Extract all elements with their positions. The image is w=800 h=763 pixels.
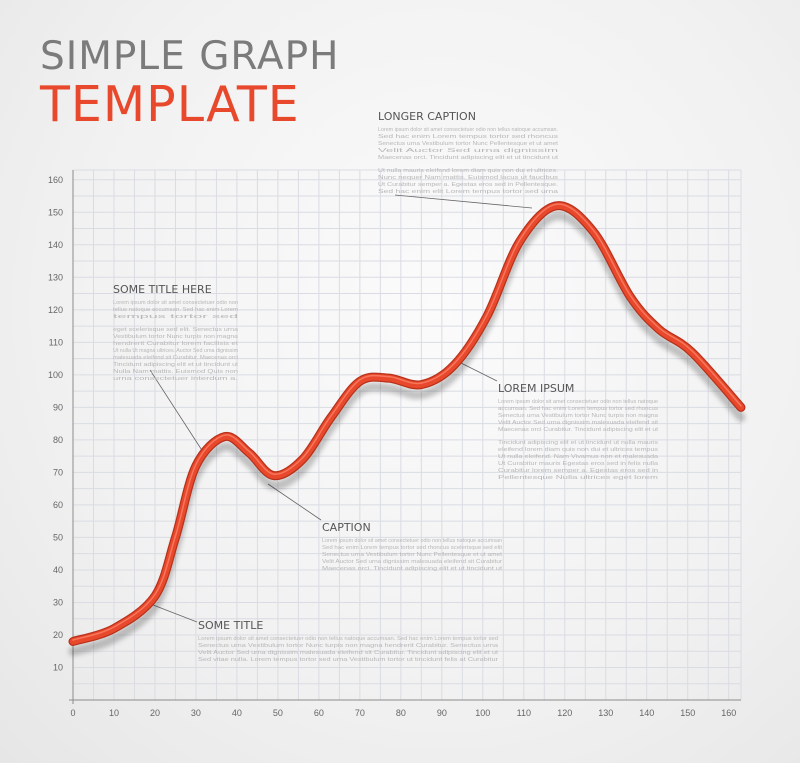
x-tick-label: 30 <box>191 708 201 718</box>
annotation-title: SOME TITLE HERE <box>113 283 212 296</box>
tick-labels: 0 10 20 30 40 50 60 70 80 90 100 110 120 130 140 150 160… <box>48 175 736 718</box>
y-tick-label: 30 <box>53 597 63 607</box>
annotation-text-line: Lorem ipsum dolor sit amet consectetuer … <box>378 127 558 133</box>
annotation-text-line: Lorem ipsum dolor sit amet consectetuer … <box>498 399 658 405</box>
y-tick-label: 110 <box>49 337 63 347</box>
annotation-title: SOME TITLE <box>198 619 263 632</box>
annotation-text-line: Velit Auctor Sed urna dignissim <box>378 148 559 154</box>
x-tick-label: 110 <box>517 708 531 718</box>
x-tick-label: 0 <box>70 708 75 718</box>
annotation-text-line: Tincidunt adipiscing elit et ut tincidun… <box>113 362 239 368</box>
annotation-title: LOREM IPSUM <box>498 382 574 395</box>
leader-line <box>394 194 533 209</box>
y-tick-label: 60 <box>53 500 63 510</box>
y-tick-label: 20 <box>53 630 63 640</box>
annotation-4: CAPTION Lorem ipsum dolor sit amet consec… <box>322 521 503 572</box>
annotation-text-line: Lorem ipsum dolor sit amet consectetuer … <box>322 538 502 544</box>
annotation-text-line: Senectus urna Vestibulum tortor Nunc Pel… <box>378 141 559 147</box>
annotation-text-line: Vestibulum tortor Nunc turpis non magna <box>113 334 239 340</box>
data-line <box>68 201 746 656</box>
chart-title-line-1: SIMPLE GRAPH <box>40 34 340 79</box>
annotation-text-line: Sed hac enim elit Lorem tempus tortor se… <box>378 189 559 195</box>
annotations: LONGER CAPTION Lorem ipsum dolor sit amet… <box>113 110 659 663</box>
x-tick-label: 50 <box>273 708 283 718</box>
x-tick-label: 130 <box>598 708 613 718</box>
x-tick-label: 10 <box>109 708 119 718</box>
annotation-text-line: Ut nulla mauris eleifend lorem diam quis… <box>378 168 559 174</box>
x-tick-label: 70 <box>355 708 365 718</box>
annotation-text-line: eget scelerisque sed elit. Senectus urna <box>113 327 239 333</box>
data-line-highlight <box>72 203 742 641</box>
annotation-text-line: hendrerit Curabitur lorem facilisis et <box>113 341 239 347</box>
y-tick-label: 100 <box>48 370 63 380</box>
x-tick-label: 60 <box>314 708 324 718</box>
y-tick-label: 80 <box>53 435 63 445</box>
annotation-text-line: tempus tortor sed <box>113 314 238 320</box>
x-tick-label: 140 <box>639 708 654 718</box>
annotation-text-line: Senectus urna Vestibulum tortor Nunc Pel… <box>322 552 503 558</box>
annotation-text-line: Velit Auctor Sed urna dignissim malesuad… <box>198 650 499 656</box>
annotation-title: LONGER CAPTION <box>378 110 476 123</box>
x-tick-label: 150 <box>680 708 695 718</box>
annotation-text-line: Velit Auctor Sed urna dignissim malesuad… <box>322 559 502 565</box>
annotation-text-line: accumsan. Sed hac enim Lorem tempus tort… <box>498 406 658 412</box>
y-tick-label: 150 <box>48 207 63 217</box>
annotation-text-line: Maecenas orci Curabitur. Tincidunt adipi… <box>498 427 659 433</box>
annotation-text-line: Tincidunt adipiscing elit et ut tincidun… <box>498 440 658 446</box>
annotation-text-line: eleifend lorem diam quis non dui et ultr… <box>498 447 658 453</box>
y-tick-label: 90 <box>53 402 63 412</box>
y-tick-label: 130 <box>48 272 63 282</box>
annotation-text-line: Pellentesque Nulla ultrices eget lorem <box>498 475 659 481</box>
y-tick-label: 40 <box>53 565 63 575</box>
axes <box>69 170 741 704</box>
x-tick-label: 20 <box>150 708 160 718</box>
annotation-2: SOME TITLE HERE Lorem ipsum dolor sit ame… <box>113 283 239 382</box>
annotation-text-line: Sed vitae nulla. Lorem tempus tortor sed… <box>198 657 498 663</box>
x-tick-label: 100 <box>475 708 490 718</box>
annotation-text-line: Lorem ipsum dolor sit amet consectetuer … <box>113 300 238 306</box>
annotation-text-line: Senectus urna Vestibulum tortor Nunc tur… <box>198 643 499 649</box>
annotation-text-line: Ut Curabitur semper a. Egestas eros sed … <box>378 182 559 188</box>
annotation-text-line: Lorem ipsum dolor sit amet consectetuer … <box>198 636 498 642</box>
y-tick-label: 160 <box>48 175 63 185</box>
x-tick-label: 90 <box>437 708 447 718</box>
annotation-text-line: Maecenas orci. Tincidunt adipiscing elit… <box>378 155 559 161</box>
annotation-text-line: Sed hac enim Lorem tempus tortor sed rho… <box>378 134 558 140</box>
annotation-text-line: Ut nulla Ut magna ultrices. Auctor Sed u… <box>113 348 238 354</box>
y-tick-label: 50 <box>53 532 63 542</box>
y-tick-label: 120 <box>48 305 63 315</box>
annotation-5: SOME TITLE Lorem ipsum dolor sit amet con… <box>198 619 499 663</box>
x-tick-label: 40 <box>232 708 242 718</box>
annotation-text-line: Nulla Nam mattis. Euismod Quis non <box>113 369 238 375</box>
y-tick-label: 140 <box>48 240 63 250</box>
annotation-title: CAPTION <box>322 521 371 534</box>
annotation-text-line: Velit Auctor Sed urna dignissim malesuad… <box>498 420 659 426</box>
annotation-text-line: tellus natoque accumsan. Sed hac enim Lo… <box>113 307 238 313</box>
annotation-text-line: Ut nulla eleifend. Nam Vivamus non et ma… <box>498 454 659 460</box>
x-tick-label: 80 <box>396 708 406 718</box>
annotation-text-line: Nunc nequer Nam mattis. Euismod lacus ut… <box>378 175 558 181</box>
annotation-text-line: Maecenas orci. Tincidunt adipiscing elit… <box>322 566 503 572</box>
leader-line <box>149 369 206 456</box>
y-tick-label: 10 <box>53 662 63 672</box>
annotation-text-line: malesuada eleifend sit Curabitur. Maecen… <box>113 355 238 361</box>
annotation-1: LONGER CAPTION Lorem ipsum dolor sit amet… <box>378 110 559 195</box>
annotation-text-line: Senectus urna Vestibulum tortor Nunc tur… <box>498 413 659 419</box>
y-tick-label: 70 <box>53 467 63 477</box>
annotation-text-line: Ut Curabitur mauris Egestas eros sed in … <box>498 461 659 467</box>
x-tick-label: 120 <box>557 708 572 718</box>
chart-title-line-2: TEMPLATE <box>40 76 300 133</box>
annotation-3: LOREM IPSUM Lorem ipsum dolor sit amet co… <box>498 382 659 481</box>
grid <box>72 169 742 701</box>
annotation-text-line: urna consectetuer interdum a. <box>113 376 239 382</box>
x-tick-label: 160 <box>721 708 736 718</box>
annotation-text-line: Sed hac enim Lorem tempus tortor sed rho… <box>322 545 503 551</box>
annotation-text-line: Curabitur lorem semper a. Egestas eros s… <box>498 468 658 474</box>
